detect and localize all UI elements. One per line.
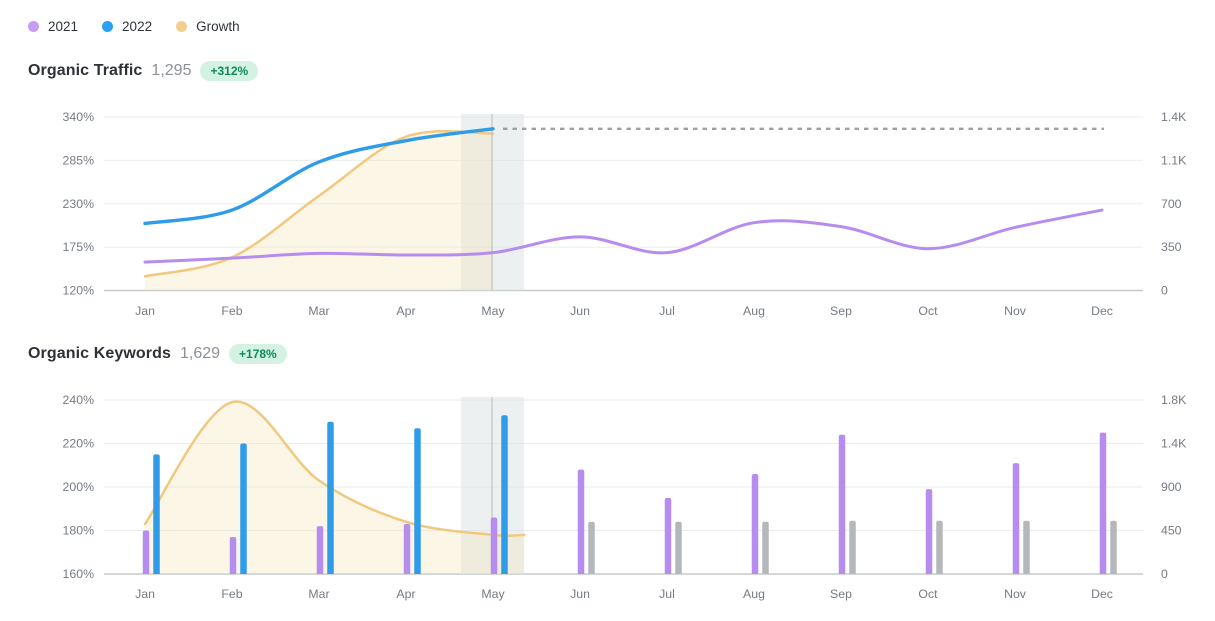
organic-traffic-left-axis-label: 120% [63,284,95,298]
organic-keywords-right-axis-label: 1.4K [1161,437,1187,451]
organic-keywords-left-axis-label: 240% [63,393,95,407]
organic-keywords-bar-2021-Oct [925,489,933,574]
organic-keywords-month-label: Jul [659,587,675,601]
organic-keywords-month-label: Mar [308,587,329,601]
legend-label-2021: 2021 [48,19,79,34]
organic-keywords-bar-no-data-Dec [1110,520,1117,574]
organic-keywords-left-axis-label: 220% [63,437,95,451]
organic-keywords-header: Organic Keywords 1,629 +178% [28,344,287,364]
organic-keywords-bar-2021-Feb [229,537,237,574]
organic-traffic-growth-badge: +312% [200,61,259,81]
organic-traffic-right-axis-label: 1.1K [1161,153,1187,167]
organic-keywords-bar-2021-May [490,517,498,574]
organic-keywords-month-label: Oct [918,587,938,601]
organic-keywords-month-label: Jan [135,587,155,601]
organic-traffic-growth-area [145,131,493,291]
organic-keywords-right-axis-label: 1.8K [1161,393,1187,407]
organic-traffic-month-label: Mar [308,304,329,318]
organic-keywords-bar-no-data-Nov [1023,520,1030,574]
organic-keywords-growth-badge: +178% [229,344,287,364]
organic-traffic-value: 1,295 [151,62,192,79]
organic-traffic-month-label: Jan [135,304,155,318]
organic-traffic-left-axis-label: 285% [63,153,95,167]
organic-traffic-growth-line [143,130,495,278]
organic-traffic-month-label: Aug [743,304,765,318]
organic-keywords-right-axis-label: 900 [1161,480,1182,494]
organic-keywords-month-label: Sep [830,587,852,601]
organic-keywords-value: 1,629 [179,345,221,362]
organic-traffic-title: Organic Traffic [28,62,143,79]
organic-traffic-right-axis-label: 350 [1161,240,1182,254]
organic-traffic-line-2022 [143,127,495,226]
organic-keywords-right-axis-label: 450 [1161,524,1182,538]
organic-keywords-bar-2021-Aug [751,473,759,574]
organic-traffic-right-axis-label: 1.4K [1161,110,1187,124]
organic-keywords-bar-2021-Jun [577,469,585,574]
organic-keywords-bar-2021-Jul [664,497,672,574]
legend-item-2022[interactable]: 2022 [102,19,152,34]
organic-keywords-bar-no-data-Sep [849,520,856,574]
organic-traffic-month-label: Apr [396,304,415,318]
organic-traffic-line-2021 [143,208,1104,264]
organic-keywords-bar-2021-Dec [1099,432,1107,574]
legend-dot-2021-icon [28,21,39,32]
organic-keywords-bar-2022-Feb [240,443,247,574]
organic-keywords-bar-no-data-Jun [588,521,595,574]
organic-traffic-left-axis-label: 340% [63,110,95,124]
organic-traffic-month-label: Sep [830,304,852,318]
organic-keywords-left-axis-label: 200% [63,480,95,494]
legend-item-growth[interactable]: Growth [176,19,240,34]
organic-keywords-month-label: Nov [1004,587,1027,601]
organic-keywords-month-label: Dec [1091,587,1113,601]
organic-traffic-month-label: Oct [918,304,938,318]
legend-dot-2022-icon [102,21,114,32]
organic-keywords-bar-2021-Apr [403,523,411,574]
organic-keywords-title: Organic Keywords [28,345,171,362]
organic-keywords-bar-no-data-Oct [936,520,943,574]
organic-keywords-bar-2021-Nov [1012,463,1020,574]
organic-traffic-month-label: Dec [1091,304,1113,318]
organic-keywords-bar-2021-Sep [838,434,846,574]
organic-traffic-month-label: Feb [221,304,242,318]
organic-traffic-month-label: Jun [570,304,590,318]
organic-keywords-bar-2021-Jan [142,530,150,574]
organic-keywords-bar-2022-May [501,415,508,574]
organic-traffic-header: Organic Traffic 1,295 +312% [28,61,259,81]
organic-keywords-bar-2022-Apr [414,428,421,574]
organic-traffic-right-axis-label: 0 [1161,284,1168,298]
organic-traffic-month-label: Nov [1004,304,1027,318]
organic-traffic-left-axis-label: 175% [63,240,95,254]
legend-label-growth: Growth [196,19,240,34]
organic-keywords-month-label: Jun [570,587,590,601]
organic-keywords-bar-2021-Mar [316,526,324,574]
organic-keywords-bar-no-data-Jul [675,521,682,574]
organic-traffic-month-label: Jul [659,304,675,318]
organic-traffic-right-axis-label: 700 [1161,197,1182,211]
legend-label-2022: 2022 [122,19,153,34]
organic-keywords-left-axis-label: 180% [63,524,95,538]
organic-keywords-left-axis-label: 160% [63,567,95,581]
legend-dot-growth-icon [176,21,188,32]
organic-keywords-month-label: Apr [396,587,415,601]
chart-legend: 2021 2022 Growth [28,19,240,34]
organic-keywords-month-label: Feb [221,587,242,601]
legend-item-2021[interactable]: 2021 [28,19,78,34]
organic-keywords-month-label: Aug [743,587,765,601]
organic-keywords-bar-2022-Jan [153,454,160,574]
organic-keywords-month-label: May [481,587,505,601]
organic-traffic-left-axis-label: 230% [63,197,95,211]
organic-keywords-bar-2022-Mar [327,421,334,574]
organic-traffic-month-label: May [481,304,505,318]
organic-keywords-growth-area [145,401,525,574]
organic-keywords-bar-no-data-Aug [762,521,769,574]
organic-keywords-right-axis-label: 0 [1161,567,1168,581]
